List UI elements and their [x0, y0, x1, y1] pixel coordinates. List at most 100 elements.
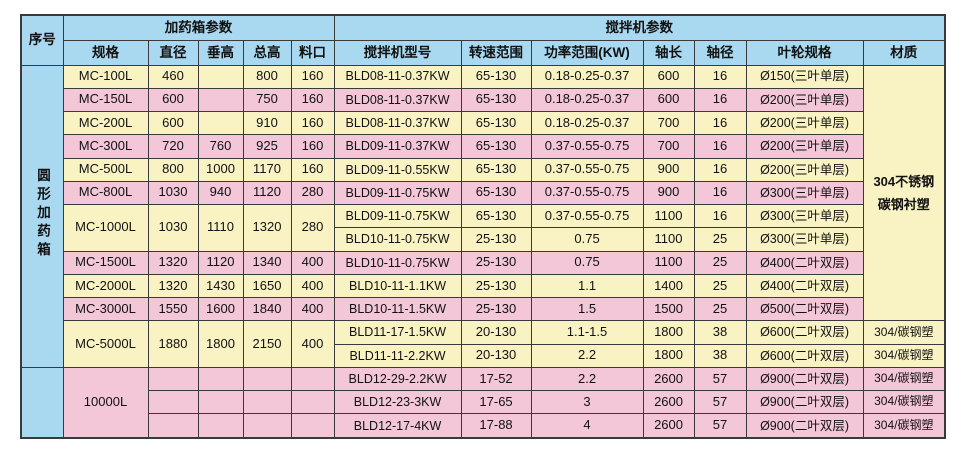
cell-shaft-len: 600: [642, 87, 695, 113]
cell-model: BLD12-29-2.2KW: [333, 366, 462, 392]
cell-speed: 17-52: [460, 366, 532, 392]
material-line1: 304不锈钢: [873, 173, 935, 189]
material-line2: 碳钢衬塑: [877, 196, 930, 212]
cell-material: 304/碳钢塑: [862, 413, 946, 439]
cell-diameter: 1030: [147, 204, 199, 252]
cell-impeller: Ø300(三叶单层): [745, 180, 864, 206]
cell-power: 0.18-0.25-0.37: [530, 87, 644, 113]
cell-shaft-dia: 38: [693, 343, 747, 368]
cell-impeller: Ø300(三叶单层): [745, 227, 864, 252]
cell-vheight: 1430: [197, 273, 244, 299]
cell-speed: 65-130: [460, 134, 532, 159]
cell-shaft-dia: 16: [693, 157, 747, 182]
cell-impeller: Ø300(三叶单层): [745, 204, 864, 229]
cell-diameter: 1030: [147, 180, 199, 206]
cell-shaft-len: 900: [642, 157, 695, 182]
cell-theight: 1170: [242, 157, 292, 182]
cell-shaft-dia: 16: [693, 180, 747, 206]
cell-model: BLD10-11-1.5KW: [333, 297, 462, 322]
cell-vheight: 1110: [197, 204, 244, 252]
cell-port: 280: [290, 180, 335, 206]
cell-material: 304/碳钢塑: [862, 343, 946, 368]
cell-power: 2.2: [530, 343, 644, 368]
cell-theight: 1650: [242, 273, 292, 299]
cell-theight: 910: [242, 111, 292, 136]
cell-spec: MC-3000L: [62, 297, 149, 322]
header-column-row: 规格 直径 垂高 总高 料口 搅拌机型号 转速范围 功率范围(KW) 轴长 轴径…: [21, 39, 946, 66]
cell-power: 0.18-0.25-0.37: [530, 64, 644, 89]
header-material: 材质: [862, 39, 946, 66]
cell-theight: 1840: [242, 297, 292, 322]
cell-diameter: 720: [147, 134, 199, 159]
cell-impeller: Ø500(二叶双层): [745, 297, 864, 322]
dosing-box-mixer-spec-table: 序号 加药箱参数 搅拌机参数 规格 直径 垂高 总高 料口 搅拌机型号 转速范围…: [20, 14, 947, 439]
cell-power: 2.2: [530, 366, 644, 392]
cell-theight: 1340: [242, 250, 292, 275]
cell-speed: 20-130: [460, 343, 532, 368]
cell-speed: 65-130: [460, 204, 532, 229]
cell-speed: 65-130: [460, 157, 532, 182]
cell-vheight: [197, 413, 244, 439]
cell-model: BLD09-11-0.75KW: [333, 180, 462, 206]
cell-power: 0.37-0.55-0.75: [530, 134, 644, 159]
cell-speed: 17-65: [460, 390, 532, 415]
cell-vheight: 1800: [197, 320, 244, 368]
cell-speed: 65-130: [460, 180, 532, 206]
cell-model: BLD08-11-0.37KW: [333, 64, 462, 89]
cell-theight: [242, 366, 292, 392]
cell-shaft-len: 2600: [642, 413, 695, 439]
cell-shaft-dia: 16: [693, 64, 747, 89]
cell-speed: 65-130: [460, 87, 532, 113]
header-power: 功率范围(KW): [530, 39, 644, 66]
cell-shaft-dia: 57: [693, 413, 747, 439]
cell-model: BLD08-11-0.37KW: [333, 87, 462, 113]
cell-vheight: [197, 64, 244, 89]
seq-10000l-cell: [20, 366, 64, 439]
cell-impeller: Ø150(三叶单层): [745, 64, 864, 89]
cell-speed: 25-130: [460, 227, 532, 252]
cell-diameter: 460: [147, 64, 199, 89]
cell-speed: 17-88: [460, 413, 532, 439]
cell-speed: 65-130: [460, 111, 532, 136]
header-seq: 序号: [20, 14, 64, 66]
cell-impeller: Ø200(三叶单层): [745, 87, 864, 113]
cell-model: BLD10-11-0.75KW: [333, 227, 462, 252]
table-row: MC-1500L 1320 1120 1340 400 BLD10-11-0.7…: [21, 250, 945, 275]
cell-spec: MC-5000L: [62, 320, 149, 368]
header-shaft-dia: 轴径: [693, 39, 747, 66]
table-row: BLD10-11-0.75KW 25-130 0.75 1100 25 Ø300…: [21, 227, 945, 252]
cell-power: 0.37-0.55-0.75: [530, 180, 644, 206]
table-row: 10000L BLD12-29-2.2KW 17-52 2.2 2600 57 …: [20, 366, 946, 439]
cell-model: BLD12-17-4KW: [333, 413, 462, 439]
cell-spec: MC-800L: [62, 180, 149, 206]
header-impeller: 叶轮规格: [745, 39, 864, 66]
cell-diameter: [147, 413, 199, 439]
cell-vheight: [197, 390, 244, 415]
cell-port: [290, 390, 335, 415]
cell-theight: [242, 390, 292, 415]
cell-model: BLD09-11-0.75KW: [333, 204, 462, 229]
cell-vheight: 1600: [197, 297, 244, 322]
cell-theight: [242, 413, 292, 439]
cell-port: 160: [290, 64, 335, 89]
seq-circular-box-cell: 圆形加药箱: [20, 64, 64, 368]
table-row: MC-800L 1030 940 1120 280 BLD09-11-0.75K…: [21, 180, 945, 206]
cell-shaft-dia: 16: [693, 204, 747, 229]
cell-vheight: [197, 87, 244, 113]
table-row: BLD11-11-2.2KW 20-130 2.2 1800 38 Ø600(二…: [21, 343, 946, 368]
cell-power: 1.1-1.5: [530, 320, 644, 345]
cell-shaft-dia: 25: [693, 227, 747, 252]
cell-impeller: Ø600(二叶双层): [745, 320, 864, 345]
cell-impeller: Ø200(三叶单层): [745, 134, 864, 159]
table-header: 序号 加药箱参数 搅拌机参数 规格 直径 垂高 总高 料口 搅拌机型号 转速范围…: [20, 14, 946, 66]
circular-box-vertical-label: 圆形加药箱: [35, 168, 50, 261]
header-diameter: 直径: [147, 39, 199, 66]
cell-vheight: 1000: [197, 157, 244, 182]
cell-material: 304/碳钢塑: [862, 366, 946, 392]
cell-port: 400: [290, 320, 335, 368]
cell-power: 1.1: [530, 273, 644, 299]
cell-power: 1.5: [530, 297, 644, 322]
material-main-cell: 304不锈钢 碳钢衬塑: [862, 64, 946, 322]
cell-impeller: Ø900(二叶双层): [745, 390, 864, 415]
cell-speed: 25-130: [460, 297, 532, 322]
